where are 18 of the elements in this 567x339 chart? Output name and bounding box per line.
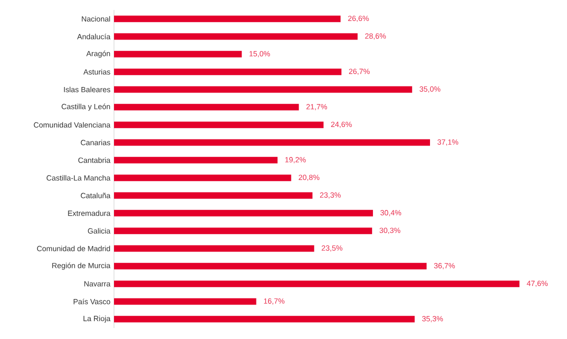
bar — [114, 122, 324, 128]
bar — [114, 33, 358, 40]
bar — [114, 156, 278, 164]
bar — [114, 192, 312, 199]
bar — [114, 174, 292, 182]
bar — [114, 228, 372, 234]
bar — [114, 298, 256, 305]
bar — [114, 316, 415, 322]
bar — [114, 16, 341, 22]
bar — [114, 68, 342, 76]
bar — [114, 262, 427, 270]
bar — [114, 245, 314, 252]
bar — [114, 210, 373, 216]
bar — [114, 280, 520, 288]
bar — [114, 86, 412, 93]
bar — [114, 50, 242, 58]
bar — [114, 104, 299, 110]
bar — [114, 139, 430, 146]
